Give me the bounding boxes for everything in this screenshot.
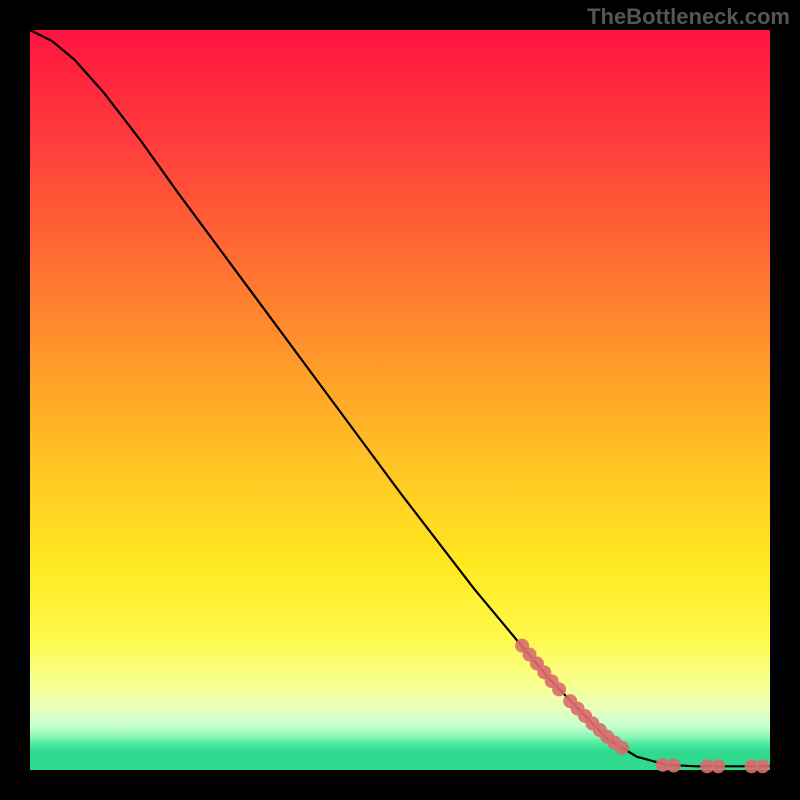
data-marker <box>756 759 770 773</box>
data-marker <box>711 759 725 773</box>
data-marker <box>552 682 566 696</box>
watermark-text: TheBottleneck.com <box>587 4 790 30</box>
chart-container: TheBottleneck.com <box>0 0 800 800</box>
data-marker <box>667 759 681 773</box>
chart-svg <box>0 0 800 800</box>
data-marker <box>615 741 629 755</box>
